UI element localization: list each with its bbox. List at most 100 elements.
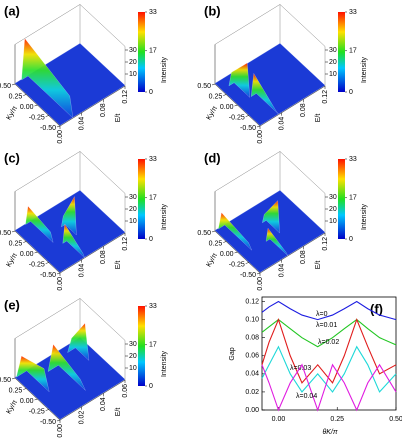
colorbar-tick-label: 0 xyxy=(149,383,153,390)
ky-tick-label: 0.50 xyxy=(0,230,11,237)
colorbar-tick-label: 0 xyxy=(349,89,353,96)
colorbar-label: Intensity xyxy=(161,350,168,377)
colorbar-label: Intensity xyxy=(361,203,368,230)
e-tick-label: 0.04 xyxy=(79,117,86,131)
series-line xyxy=(261,318,397,384)
e-axis-label: E/t xyxy=(315,261,322,270)
colorbar-tick-label: 33 xyxy=(149,156,157,163)
e-tick-label: 0.00 xyxy=(257,277,264,291)
ky-tick-label: 0.25 xyxy=(9,240,23,247)
z-tick-label: 30 xyxy=(129,194,137,201)
x-axis-label: θK/π xyxy=(322,429,337,436)
ky-tick xyxy=(56,125,61,128)
series-line xyxy=(261,318,397,348)
panel-label: (f) xyxy=(370,301,383,316)
ky-tick xyxy=(34,398,38,401)
e-axis-label: E/t xyxy=(115,114,122,123)
ky-tick-label: 0.25 xyxy=(209,240,223,247)
ky-tick-label: -0.25 xyxy=(29,114,45,121)
e-tick-label: 0.04 xyxy=(100,397,107,411)
z-tick-label: 10 xyxy=(129,365,137,372)
ky-tick xyxy=(34,251,38,254)
colorbar xyxy=(338,159,345,239)
ky-tick-label: 0.25 xyxy=(9,93,23,100)
ky-tick-label: -0.25 xyxy=(229,261,245,268)
series-label: λ=0.03 xyxy=(290,365,311,372)
colorbar-tick-label: 33 xyxy=(149,9,157,16)
plot-frame xyxy=(261,296,397,411)
e-tick-label: 0.04 xyxy=(79,264,86,278)
ky-tick-label: -0.25 xyxy=(29,261,45,268)
colorbar-tick-label: 17 xyxy=(349,195,357,202)
surface-floor xyxy=(214,43,326,126)
surface-ridge xyxy=(47,344,86,391)
ky-tick-label: 0.50 xyxy=(0,377,11,384)
y-tick-label: 0.00 xyxy=(245,407,259,414)
colorbar xyxy=(338,12,345,92)
ky-tick-label: 0.50 xyxy=(197,230,211,237)
ky-tick-label: 0.25 xyxy=(209,93,223,100)
surface-ridge xyxy=(218,212,252,251)
surface-panel: 0.500.250.00-0.25-0.50Ky/π0.000.040.080.… xyxy=(197,150,367,290)
e-tick-label: 0.00 xyxy=(57,424,64,438)
e-tick-label: 0.12 xyxy=(122,237,129,251)
z-tick-label: 10 xyxy=(129,218,137,225)
z-tick-label: 20 xyxy=(129,206,137,213)
box-edge xyxy=(214,4,326,86)
ky-tick-label: -0.50 xyxy=(40,125,56,132)
series-line xyxy=(261,345,397,393)
e-tick-label: 0.00 xyxy=(57,130,64,144)
ky-tick-label: 0.50 xyxy=(197,83,211,90)
ky-tick xyxy=(256,125,261,128)
colorbar xyxy=(138,159,145,239)
panel-label: (b) xyxy=(204,3,221,18)
ky-tick-label: -0.25 xyxy=(29,408,45,415)
ky-tick xyxy=(56,419,61,422)
colorbar-tick-label: 0 xyxy=(349,236,353,243)
ky-tick xyxy=(211,230,216,233)
ky-tick xyxy=(23,388,27,390)
colorbar-label: Intensity xyxy=(361,56,368,83)
surface-ridge xyxy=(265,227,289,256)
series-label: λ=0 xyxy=(316,311,328,318)
surface-ridge xyxy=(61,196,77,236)
e-tick-label: 0.08 xyxy=(300,250,307,264)
e-tick-label: 0.04 xyxy=(279,117,286,131)
e-axis-label: E/t xyxy=(315,114,322,123)
x-tick-label: 0.50 xyxy=(389,416,402,423)
y-tick-label: 0.10 xyxy=(245,316,259,323)
ky-tick xyxy=(45,409,49,411)
y-tick-label: 0.12 xyxy=(245,298,259,305)
surface-floor xyxy=(14,337,126,420)
ky-tick xyxy=(234,251,238,254)
ky-tick xyxy=(256,272,261,275)
colorbar-tick-label: 33 xyxy=(349,156,357,163)
ky-tick-label: -0.50 xyxy=(240,125,256,132)
y-tick-label: 0.04 xyxy=(245,371,259,378)
panel-label: (e) xyxy=(4,297,20,312)
colorbar-tick-label: 17 xyxy=(349,48,357,55)
colorbar-tick-label: 17 xyxy=(149,342,157,349)
ky-tick-label: 0.00 xyxy=(220,104,234,111)
series-line xyxy=(261,363,397,412)
box-edge xyxy=(14,298,126,380)
e-tick-label: 0.08 xyxy=(300,103,307,117)
ky-tick xyxy=(34,104,38,107)
surface-ridge xyxy=(262,200,280,234)
surface-ridge xyxy=(251,73,279,115)
ky-tick-label: -0.25 xyxy=(229,114,245,121)
ky-tick-label: -0.50 xyxy=(40,272,56,279)
surface-ridge xyxy=(62,223,85,258)
ky-axis-label: Ky/π xyxy=(6,399,20,416)
ky-tick xyxy=(234,104,238,107)
surface-ridge xyxy=(67,322,90,361)
series-line xyxy=(261,300,397,321)
ky-tick xyxy=(245,262,249,264)
y-axis-label: Gap xyxy=(229,347,236,360)
e-tick-label: 0.12 xyxy=(322,90,329,104)
z-tick-label: 20 xyxy=(129,59,137,66)
colorbar-tick-label: 17 xyxy=(149,195,157,202)
x-tick-label: 0.00 xyxy=(272,416,286,423)
